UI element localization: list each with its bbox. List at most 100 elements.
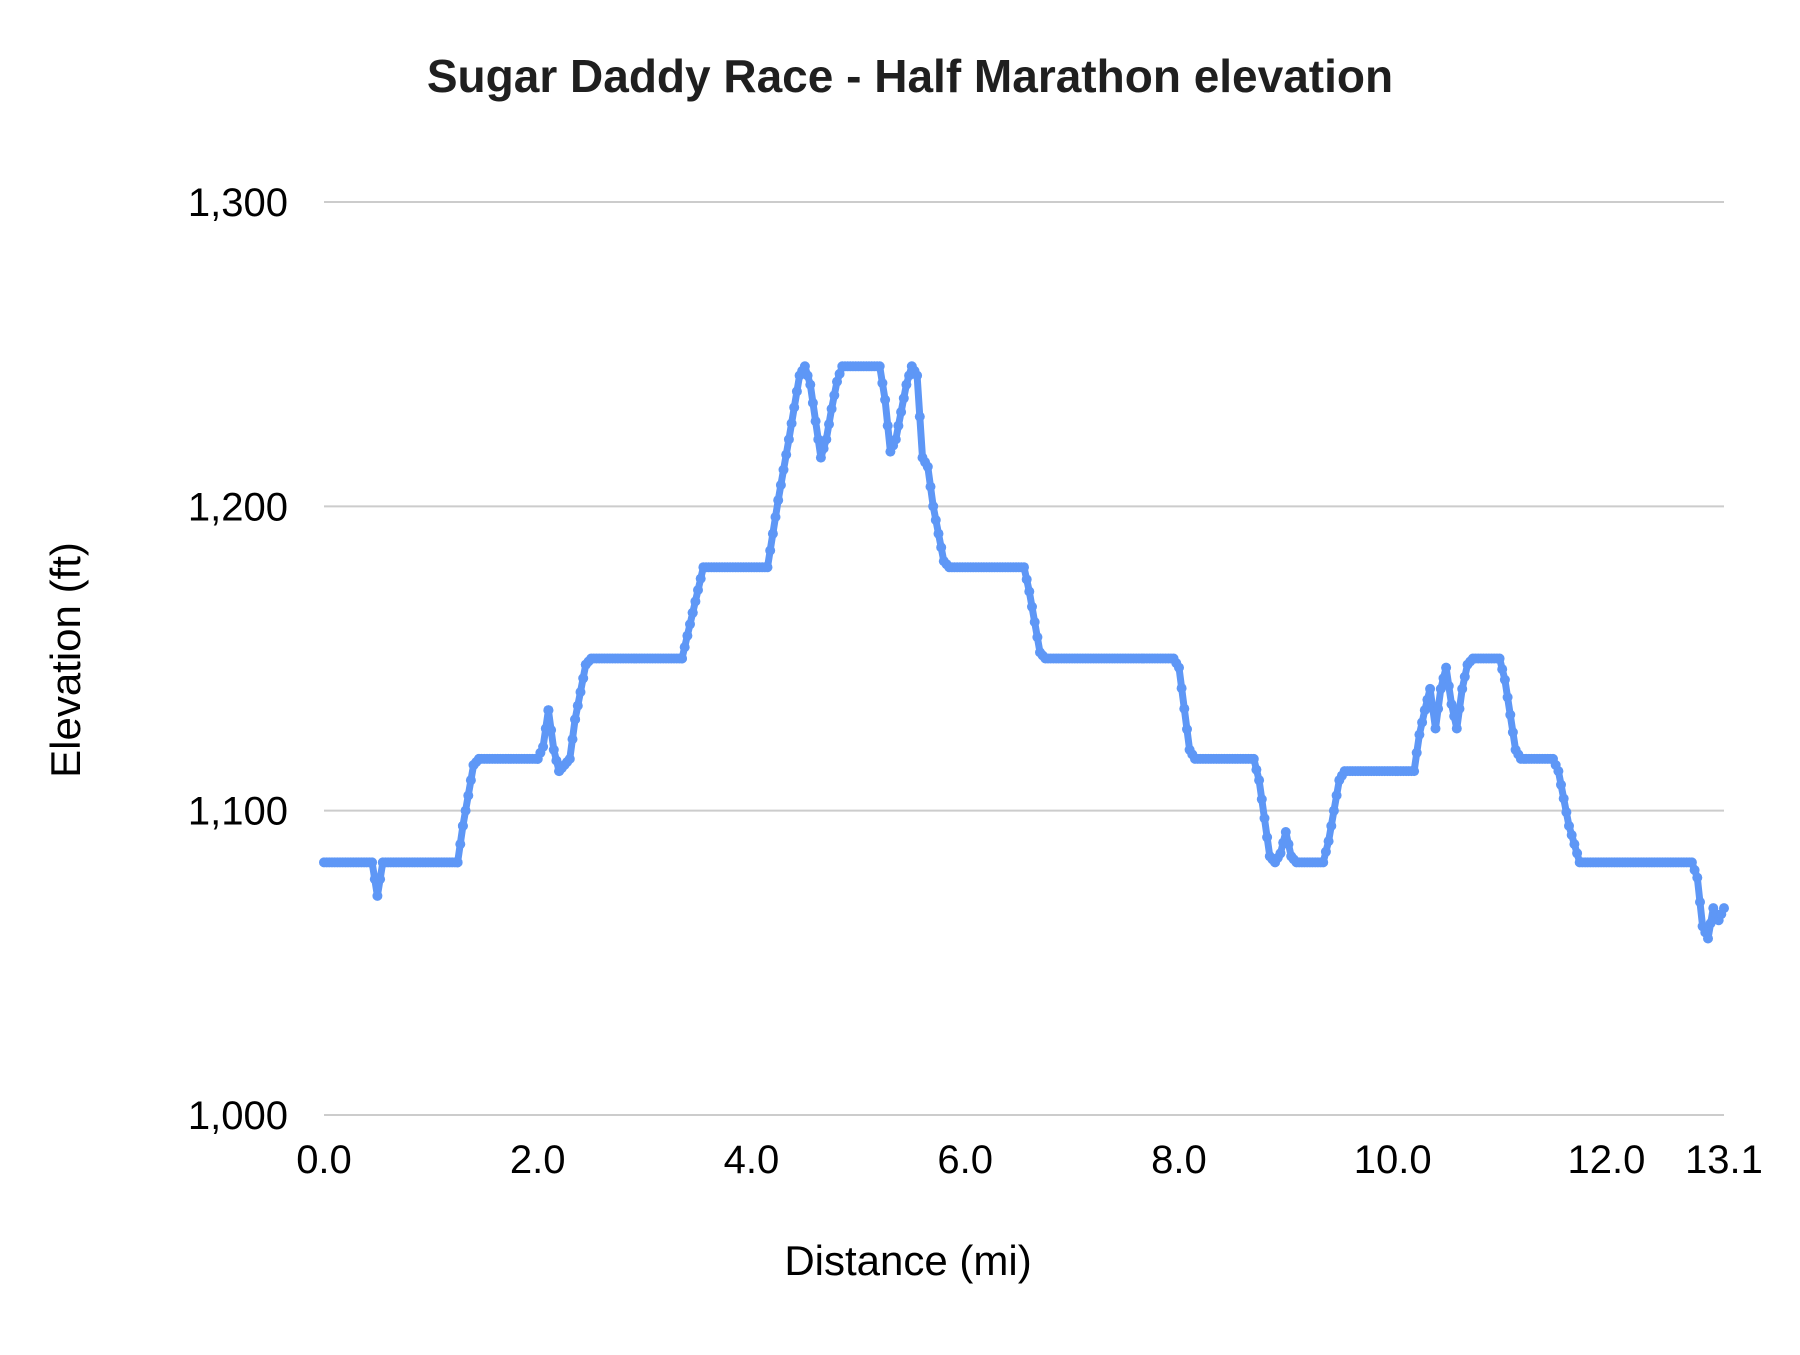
data-point-marker: [1497, 664, 1508, 675]
data-point-marker: [372, 890, 383, 901]
data-point-marker: [1422, 694, 1433, 705]
data-point-marker: [677, 653, 687, 664]
data-point-marker: [1021, 574, 1032, 585]
data-point-marker: [1435, 683, 1446, 694]
data-point-marker: [1320, 846, 1331, 857]
data-point-marker: [898, 393, 909, 404]
data-point-marker: [815, 452, 826, 463]
data-point-marker: [789, 402, 800, 413]
y-axis-title: Elevation (ft): [42, 542, 89, 778]
data-point-marker: [880, 394, 891, 405]
data-point-marker: [1705, 918, 1716, 929]
data-point-marker: [1248, 753, 1259, 764]
data-point-marker: [457, 820, 468, 831]
data-point-marker: [546, 725, 557, 735]
data-point-marker: [1174, 662, 1184, 673]
data-point-marker: [548, 744, 559, 755]
data-point-marker: [690, 596, 701, 607]
data-point-marker: [1703, 933, 1713, 944]
x-tick-label: 2.0: [510, 1138, 566, 1182]
data-point-marker: [1451, 723, 1462, 734]
data-point-marker: [799, 361, 810, 372]
data-point-marker: [807, 397, 818, 408]
x-tick-label: 8.0: [1151, 1138, 1207, 1182]
chart-title: Sugar Daddy Race - Half Marathon elevati…: [427, 50, 1393, 102]
data-point-marker: [818, 443, 829, 454]
data-point-marker: [575, 687, 586, 697]
data-point-marker: [912, 370, 923, 381]
data-point-marker: [695, 573, 706, 584]
data-point-marker: [936, 542, 947, 553]
data-point-marker: [781, 449, 792, 460]
y-tick-label: 1,100: [188, 790, 288, 834]
data-point-marker: [1032, 632, 1043, 643]
data-point-marker: [813, 434, 824, 445]
tick-labels-group: 1,000 1,100 1,200 1,300 0.0 2.0 4.0 6.0 8.0 10.0 1…: [188, 181, 1763, 1182]
data-point-marker: [1459, 671, 1470, 682]
data-point-marker: [1411, 747, 1422, 758]
data-point-marker: [578, 673, 589, 684]
data-point-marker: [773, 495, 784, 506]
data-point-marker: [1326, 820, 1337, 831]
x-tick-label: 12.0: [1568, 1138, 1646, 1182]
data-point-marker: [1179, 703, 1190, 714]
data-point-marker: [538, 741, 549, 752]
data-point-marker: [1449, 711, 1460, 722]
data-point-marker: [1695, 897, 1705, 907]
data-point-marker: [543, 705, 554, 716]
data-point-marker: [914, 411, 925, 422]
data-point-marker: [834, 368, 845, 379]
data-point-marker: [1019, 562, 1029, 573]
x-tick-label: 6.0: [937, 1138, 993, 1182]
data-point-marker: [572, 700, 583, 711]
y-tick-label: 1,000: [188, 1094, 288, 1138]
y-tick-label: 1,200: [188, 485, 288, 529]
data-point-marker: [367, 857, 378, 868]
data-point-marker: [1438, 673, 1449, 684]
data-point-marker: [922, 461, 933, 472]
data-point-marker: [810, 416, 821, 427]
x-tick-label: 10.0: [1354, 1138, 1432, 1182]
data-point-marker: [1283, 839, 1294, 850]
data-point-marker: [1182, 724, 1192, 735]
x-tick-label: 13.1: [1685, 1138, 1763, 1182]
data-point-marker: [1454, 703, 1465, 714]
data-point-marker: [1256, 794, 1267, 805]
data-point-marker: [826, 403, 837, 414]
x-axis-title: Distance (mi): [784, 1237, 1031, 1284]
data-point-marker: [455, 839, 466, 850]
data-point-marker: [1564, 820, 1574, 831]
data-point-marker: [1331, 790, 1342, 801]
data-point-marker: [1505, 709, 1516, 720]
elevation-line: [320, 362, 1728, 942]
data-point-marker: [1686, 857, 1697, 868]
data-point-marker: [1425, 683, 1436, 694]
data-point-marker: [925, 481, 936, 492]
data-point-marker: [824, 419, 834, 430]
data-point-marker: [1558, 793, 1569, 804]
x-tick-label: 4.0: [724, 1138, 780, 1182]
data-point-marker: [805, 379, 816, 390]
data-point-marker: [1561, 807, 1572, 818]
data-point-marker: [928, 501, 939, 512]
data-point-marker: [679, 642, 690, 653]
data-point-marker: [786, 418, 797, 429]
data-point-marker: [775, 480, 786, 490]
data-point-marker: [765, 545, 776, 556]
data-point-marker: [1027, 601, 1037, 612]
data-point-marker: [829, 390, 840, 401]
data-point-marker: [1502, 692, 1513, 703]
data-point-marker: [1419, 705, 1430, 716]
data-point-marker: [1433, 703, 1444, 714]
elevation-series-group: [319, 361, 1729, 944]
data-point-marker: [1507, 727, 1518, 738]
data-point-marker: [452, 857, 463, 868]
data-point-marker: [1569, 839, 1580, 850]
data-point-marker: [693, 585, 703, 595]
data-point-marker: [567, 734, 578, 745]
data-point-marker: [1409, 766, 1420, 777]
data-point-marker: [1275, 848, 1286, 859]
data-point-marker: [1414, 729, 1425, 740]
